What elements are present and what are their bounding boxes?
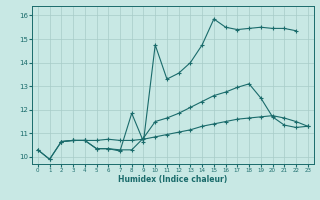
X-axis label: Humidex (Indice chaleur): Humidex (Indice chaleur) xyxy=(118,175,228,184)
